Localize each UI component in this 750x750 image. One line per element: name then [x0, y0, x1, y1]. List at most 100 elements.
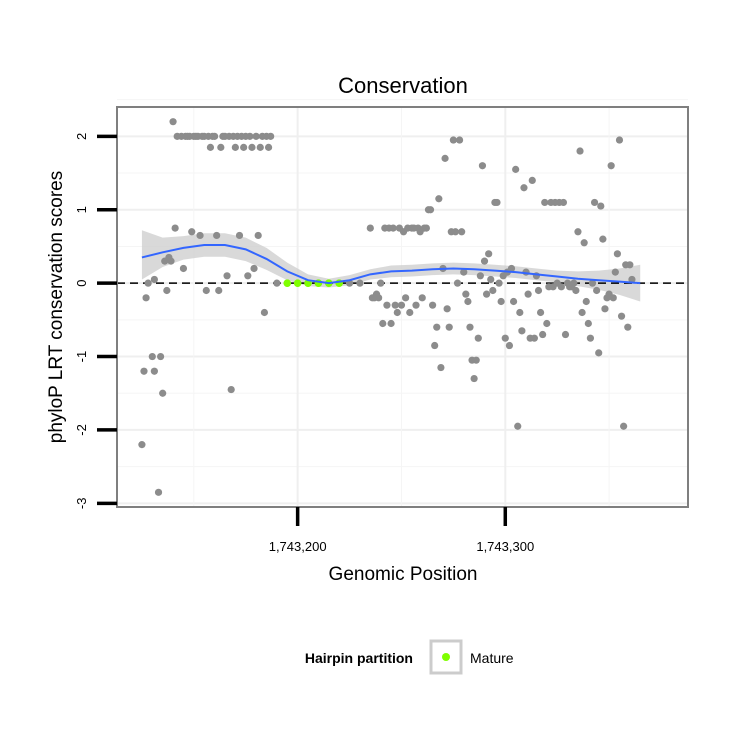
- legend-title: Hairpin partition: [305, 650, 413, 666]
- data-point: [586, 334, 595, 342]
- data-point: [524, 290, 532, 298]
- x-tick-label: 1,743,200: [269, 539, 327, 554]
- data-point: [609, 294, 617, 302]
- data-point: [210, 132, 219, 140]
- data-point: [377, 279, 385, 287]
- y-tick-label: -1: [74, 351, 89, 363]
- x-tick-label: 1,743,300: [476, 539, 534, 554]
- data-point: [248, 143, 256, 151]
- data-point: [512, 165, 520, 173]
- data-point: [624, 323, 632, 331]
- data-point: [497, 297, 505, 306]
- data-point: [451, 228, 460, 236]
- data-point: [227, 385, 235, 394]
- data-point: [572, 286, 580, 295]
- data-point: [557, 283, 565, 291]
- data-point: [487, 275, 495, 284]
- data-point: [593, 286, 601, 295]
- data-point: [470, 374, 478, 383]
- data-point: [264, 143, 273, 151]
- data-point: [163, 286, 171, 295]
- data-point: [476, 272, 484, 280]
- data-point: [140, 367, 148, 375]
- data-point: [142, 294, 150, 302]
- data-points: [138, 118, 636, 496]
- panel-border: [116, 106, 689, 508]
- data-point: [406, 308, 414, 317]
- data-point: [482, 290, 491, 298]
- data-point: [426, 206, 435, 214]
- data-point: [597, 202, 605, 210]
- data-point: [489, 286, 497, 295]
- data-point: [256, 143, 264, 151]
- data-point: [495, 279, 503, 287]
- data-point: [590, 198, 599, 207]
- data-point: [617, 312, 626, 320]
- data-point: [516, 308, 524, 317]
- y-tick-label: -3: [74, 498, 89, 510]
- data-point: [478, 162, 487, 170]
- mature-data-point: [283, 279, 292, 287]
- data-point: [613, 250, 622, 258]
- data-point: [611, 268, 619, 276]
- data-point: [561, 330, 570, 339]
- data-point: [144, 279, 152, 287]
- data-point: [223, 272, 231, 280]
- data-point: [154, 488, 163, 496]
- data-point: [536, 308, 545, 317]
- data-point: [588, 279, 597, 287]
- data-point: [462, 290, 470, 298]
- data-point: [366, 224, 374, 232]
- smooth-curve: [141, 243, 641, 285]
- data-point: [576, 147, 584, 155]
- data-point: [520, 184, 528, 192]
- data-point: [267, 132, 275, 140]
- data-point: [607, 162, 615, 170]
- data-point: [379, 319, 387, 328]
- y-tick-label: -2: [74, 424, 89, 436]
- data-point: [188, 228, 196, 236]
- data-point: [167, 257, 175, 265]
- data-point: [584, 319, 592, 328]
- data-point: [580, 239, 588, 247]
- data-point: [620, 422, 628, 430]
- data-point: [582, 297, 590, 306]
- data-point: [534, 286, 543, 295]
- data-point: [443, 305, 451, 313]
- data-point: [505, 341, 514, 350]
- data-point: [148, 352, 156, 361]
- data-point: [252, 132, 260, 140]
- data-point: [215, 286, 223, 295]
- data-point: [464, 297, 472, 306]
- data-point: [472, 356, 480, 364]
- legend-mature-point: [442, 653, 450, 661]
- data-point: [250, 264, 258, 273]
- data-point: [356, 279, 364, 287]
- x-axis-ticks: 1,743,200 1,743,300: [269, 507, 534, 554]
- data-point: [493, 198, 501, 207]
- legend: Hairpin partition Mature: [305, 639, 514, 675]
- data-point: [171, 224, 179, 232]
- data-point: [626, 261, 634, 269]
- data-point: [507, 264, 516, 273]
- data-point: [235, 231, 244, 240]
- data-point: [397, 301, 406, 309]
- data-point: [466, 323, 474, 331]
- data-point: [179, 264, 188, 273]
- data-point: [422, 224, 430, 232]
- data-point: [456, 136, 464, 144]
- data-point: [375, 294, 383, 302]
- chart-title: Conservation: [338, 73, 468, 98]
- data-point: [213, 231, 221, 240]
- data-point: [393, 308, 401, 317]
- data-point: [389, 224, 397, 232]
- confidence-ribbon: [141, 230, 641, 302]
- data-point: [458, 228, 466, 236]
- data-point: [433, 323, 441, 331]
- data-point: [628, 275, 636, 284]
- data-point: [501, 334, 509, 342]
- data-point: [412, 301, 420, 309]
- data-point: [595, 349, 603, 357]
- data-point: [530, 334, 538, 342]
- data-point: [474, 334, 482, 342]
